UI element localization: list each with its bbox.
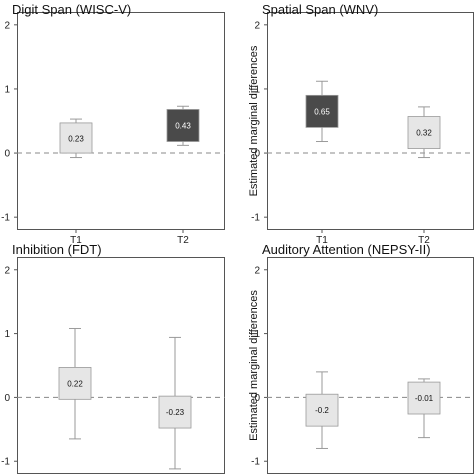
y-tick-label: 0	[4, 393, 10, 404]
y-tick-label: -1	[1, 213, 10, 224]
estimate-box	[158, 395, 192, 429]
y-tick-label: -1	[251, 213, 260, 224]
panel-title: Inhibition (FDT)	[12, 242, 102, 257]
estimate-box	[407, 116, 441, 149]
y-axis-label: Estimated marginal differences	[248, 290, 260, 441]
value-label: 0.65	[314, 107, 330, 116]
value-label: 0.22	[67, 379, 83, 388]
panel-title: Auditory Attention (NEPSY-II)	[262, 242, 431, 257]
panel-title: Spatial Span (WNV)	[262, 2, 378, 17]
estimate-box	[59, 122, 93, 154]
x-tick-label: T1	[70, 235, 82, 246]
estimate-box	[305, 393, 339, 427]
y-tick-label: -1	[251, 457, 260, 468]
y-tick-label: 1	[254, 329, 260, 340]
x-tick-label: T1	[316, 235, 328, 246]
y-tick-label: 0	[4, 149, 10, 160]
value-label: 0.23	[68, 134, 84, 143]
panel-title: Digit Span (WISC-V)	[12, 2, 131, 17]
y-tick-label: 0	[254, 393, 260, 404]
panel-frame	[267, 12, 474, 230]
y-tick-label: 2	[254, 265, 260, 276]
value-label: 0.32	[416, 129, 432, 138]
panel-4: Auditory Attention (NEPSY-II) Estimated m…	[248, 242, 474, 474]
estimate-box	[407, 381, 441, 415]
x-tick-label: T2	[177, 235, 189, 246]
value-label: -0.2	[315, 406, 329, 415]
value-label: -0.01	[415, 394, 434, 403]
y-tick-label: -1	[1, 457, 10, 468]
y-tick-label: 0	[254, 149, 260, 160]
y-tick-label: 1	[254, 84, 260, 95]
value-label: -0.23	[166, 408, 185, 417]
estimate-box	[58, 367, 92, 400]
value-label: 0.43	[175, 121, 191, 130]
estimate-box	[166, 109, 200, 142]
y-axis-label: Estimated marginal differences	[248, 45, 260, 196]
y-tick-label: 2	[4, 20, 10, 31]
x-tick-label: T2	[418, 235, 430, 246]
panel-2: Spatial Span (WNV) Estimated marginal dif…	[248, 2, 474, 246]
panel-1: Digit Span (WISC-V) -1 0 1 2 0.23 T1 0.43 T2	[1, 2, 225, 246]
y-tick-label: 1	[4, 84, 10, 95]
estimate-box	[305, 94, 339, 128]
y-tick-label: 1	[4, 329, 10, 340]
y-tick-label: 2	[254, 20, 260, 31]
panel-frame	[17, 257, 225, 474]
panel-frame	[267, 257, 474, 474]
y-tick-label: 2	[4, 265, 10, 276]
